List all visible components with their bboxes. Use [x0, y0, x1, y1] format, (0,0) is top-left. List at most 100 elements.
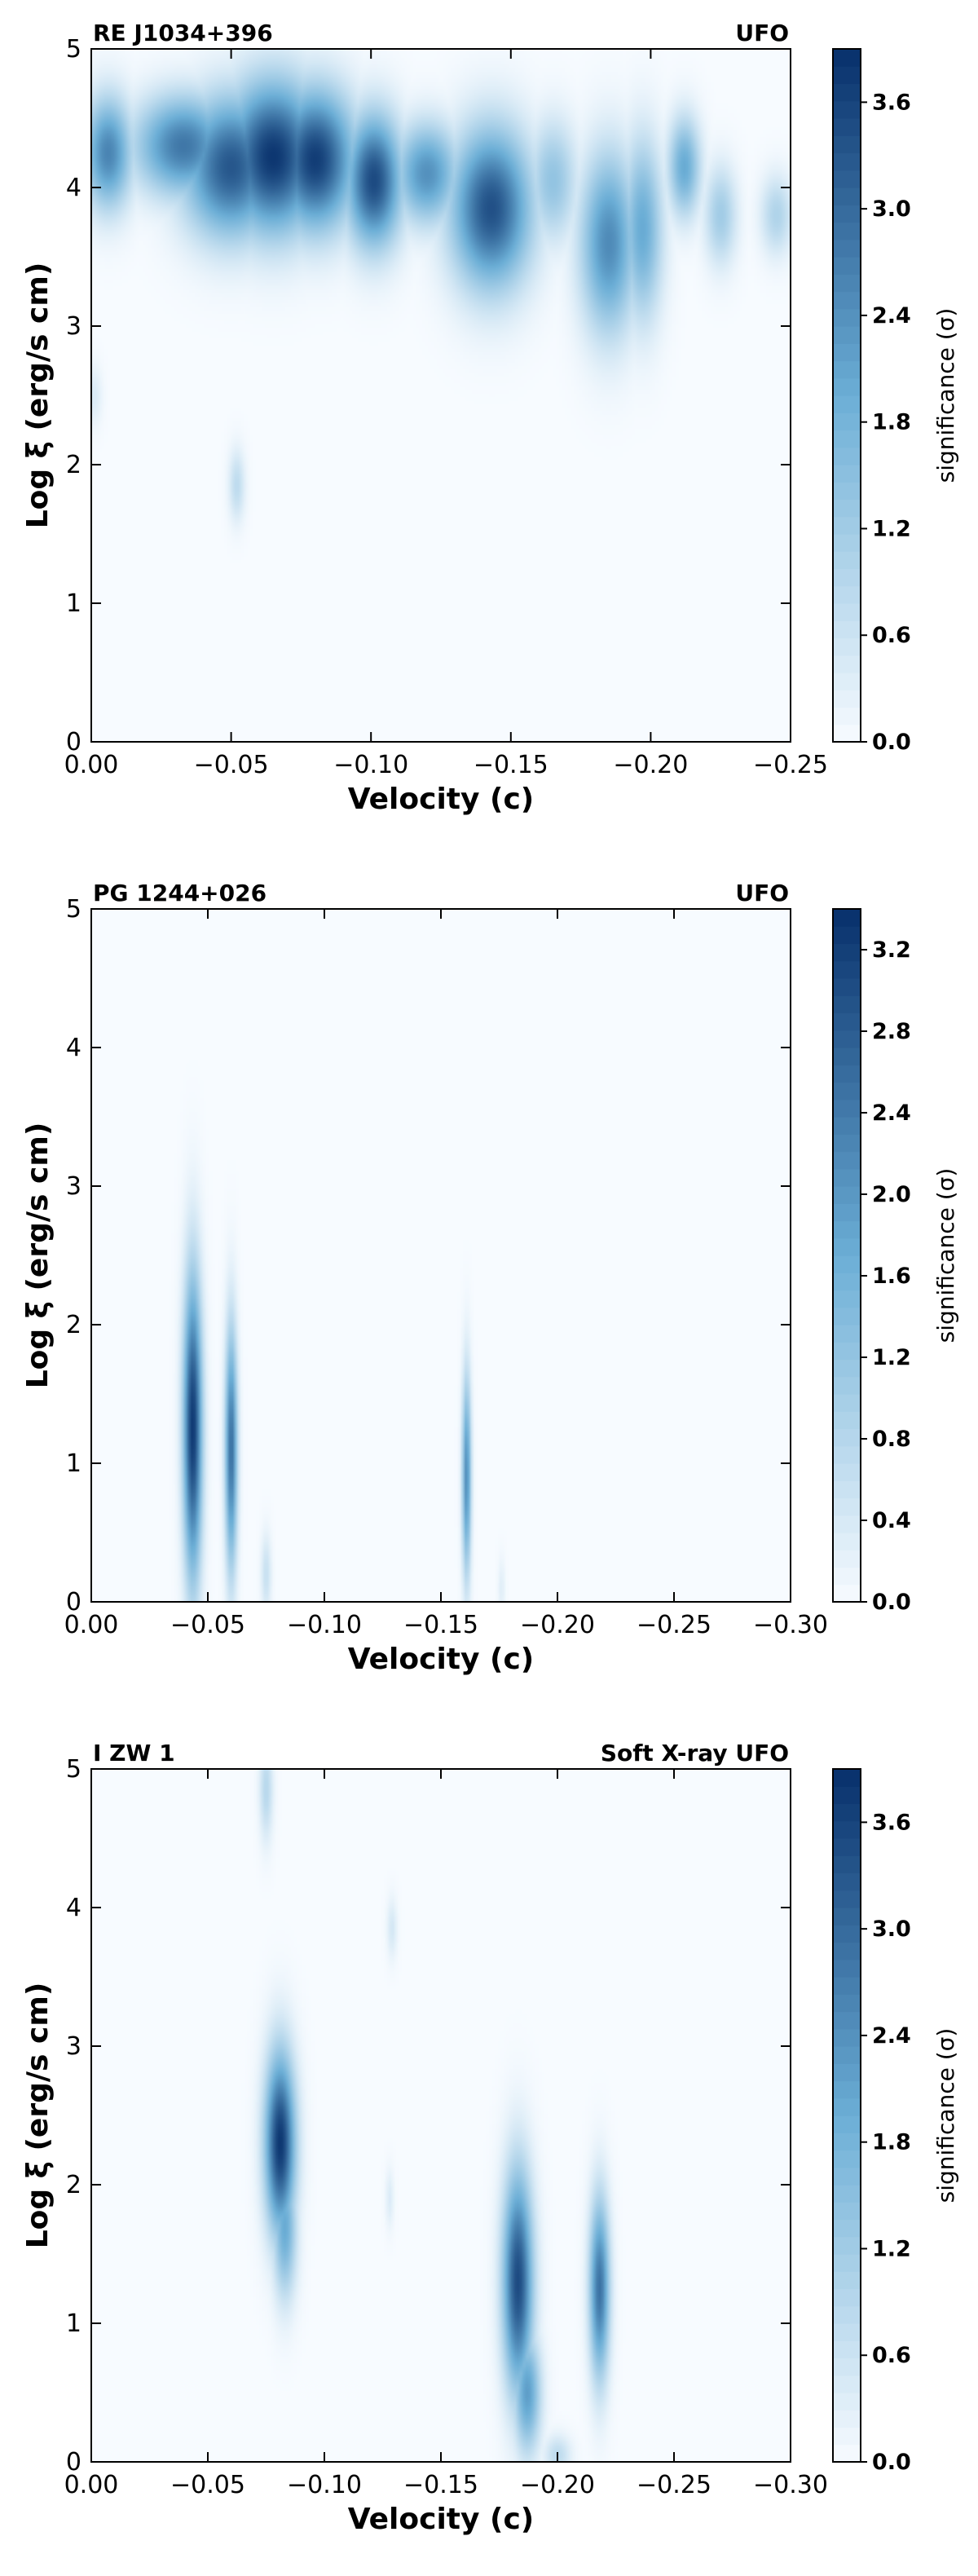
colorbar-segment [833, 690, 861, 708]
colorbar-segment [833, 257, 861, 275]
colorbar-segment [833, 1908, 861, 1925]
colorbar-segment [833, 1411, 861, 1430]
colorbar-segment [833, 1803, 861, 1822]
y-tick-label: 3 [66, 312, 82, 341]
x-tick-label: −0.15 [403, 2471, 478, 2499]
colorbar-frame [832, 48, 861, 743]
colorbar-segment [833, 926, 861, 945]
x-axis-title: Velocity (c) [348, 2503, 535, 2536]
colorbar-segment [833, 1786, 861, 1805]
heatmap-image [91, 1769, 791, 2462]
colorbar-tick-label: 1.8 [872, 410, 911, 435]
colorbar-segment [833, 66, 861, 85]
y-tick-label: 4 [66, 1034, 82, 1062]
colorbar-tick-label: 0.0 [872, 730, 911, 755]
colorbar-segment [833, 2410, 861, 2428]
heatmap-svg: 0.00 −0.05 −0.10 −0.15 −0.20 −0.25 −0.30 0 1 2 3 4 5… [21, 1740, 959, 2536]
colorbar-title: significance (σ) [932, 308, 959, 483]
colorbar-segment [833, 1820, 861, 1839]
colorbar-segment [833, 1012, 861, 1031]
colorbar-segment [833, 724, 861, 743]
colorbar-segment [833, 308, 861, 327]
colorbar-segment [833, 1117, 861, 1135]
y-tick-label: 4 [66, 1894, 82, 1922]
colorbar-segment [833, 1994, 861, 2013]
colorbar-segment [833, 909, 861, 927]
colorbar-segment [833, 1550, 861, 1568]
heatmap-image [91, 49, 791, 742]
colorbar-segment [833, 1480, 861, 1499]
colorbar-tick-label: 0.6 [872, 623, 911, 648]
colorbar-segment [833, 2115, 861, 2133]
colorbar-segment [833, 1925, 861, 1943]
x-tick-label: −0.30 [753, 1611, 828, 1639]
colorbar-segment [833, 2358, 861, 2376]
x-tick-label: 0.00 [64, 2471, 119, 2499]
colorbar-segment [833, 1290, 861, 1308]
colorbar-tick-label: 0.8 [872, 1427, 911, 1452]
x-tick-label: 0.00 [64, 1611, 119, 1639]
x-tick-label: −0.20 [613, 751, 688, 779]
colorbar-tick-label: 1.2 [872, 516, 911, 541]
colorbar-tick-label: 2.0 [872, 1182, 911, 1207]
colorbar-segment [833, 1838, 861, 1856]
heatmap-panel-2: 0.00 −0.05 −0.10 −0.15 −0.20 −0.25 −0.30 0 1 2 3 4 5… [0, 860, 978, 1716]
colorbar-tick-label: 1.2 [872, 1345, 911, 1370]
colorbar-segment [833, 2444, 861, 2463]
y-axis-title: Log ξ (erg/s cm) [21, 1123, 55, 1389]
x-axis-title: Velocity (c) [348, 1643, 535, 1676]
colorbar-segment [833, 568, 861, 587]
colorbar-segment [833, 1359, 861, 1378]
source-label: I ZW 1 [93, 1740, 175, 1767]
colorbar-segment [833, 1168, 861, 1187]
colorbar-title: significance (σ) [932, 1168, 959, 1343]
heatmap-svg: 0.00 −0.05 −0.10 −0.15 −0.20 −0.25 0 1 2 3 4 5 Veloc… [21, 20, 959, 816]
x-tick-label: −0.10 [287, 1611, 362, 1639]
colorbar-segment [833, 943, 861, 962]
colorbar-segment [833, 2271, 861, 2290]
colorbar-segment [833, 100, 861, 119]
colorbar-segment [833, 205, 861, 223]
colorbar-segment [833, 412, 861, 431]
colorbar-segment [833, 1255, 861, 1273]
colorbar-segment [833, 2305, 861, 2324]
colorbar-segment [833, 2375, 861, 2393]
colorbar-tick-label: 3.2 [872, 937, 911, 963]
x-tick-label: −0.10 [333, 751, 408, 779]
colorbar-segment [833, 1203, 861, 1222]
y-tick-label: 1 [66, 2309, 82, 2338]
colorbar-segment [833, 1099, 861, 1118]
y-tick-label: 1 [66, 1449, 82, 1478]
colorbar-segment [833, 995, 861, 1014]
colorbar-tick-label: 2.8 [872, 1019, 911, 1044]
colorbar-tick-label: 3.0 [872, 1917, 911, 1942]
colorbar-segment [833, 2254, 861, 2272]
colorbar-segment [833, 2097, 861, 2116]
y-tick-label: 2 [66, 1311, 82, 1339]
colorbar-segment [833, 620, 861, 639]
colorbar-segment [833, 1186, 861, 1204]
colorbar-segment [833, 430, 861, 448]
colorbar-segment [833, 1463, 861, 1481]
colorbar-segment [833, 2288, 861, 2307]
colorbar-segment [833, 239, 861, 258]
colorbar-segment [833, 2340, 861, 2359]
colorbar-segment [833, 1134, 861, 1153]
colorbar-segment [833, 2046, 861, 2064]
heatmap-image [91, 909, 791, 1602]
x-tick-label: −0.30 [753, 2471, 828, 2499]
colorbar-segment [833, 1082, 861, 1101]
colorbar-tick-label: 2.4 [872, 1101, 911, 1126]
colorbar-segment [833, 655, 861, 673]
colorbar-segment [833, 1872, 861, 1891]
colorbar-segment [833, 2028, 861, 2047]
colorbar-tick-label: 1.8 [872, 2130, 911, 2155]
x-tick-label: −0.25 [637, 1611, 711, 1639]
colorbar-segment [833, 551, 861, 570]
colorbar-tick-label: 3.6 [872, 1810, 911, 1835]
colorbar-tick-label: 0.0 [872, 1590, 911, 1615]
colorbar-segment [833, 1445, 861, 1464]
x-tick-label: −0.10 [287, 2471, 362, 2499]
x-tick-label: −0.25 [753, 751, 828, 779]
y-tick-label: 0 [66, 1588, 82, 1617]
